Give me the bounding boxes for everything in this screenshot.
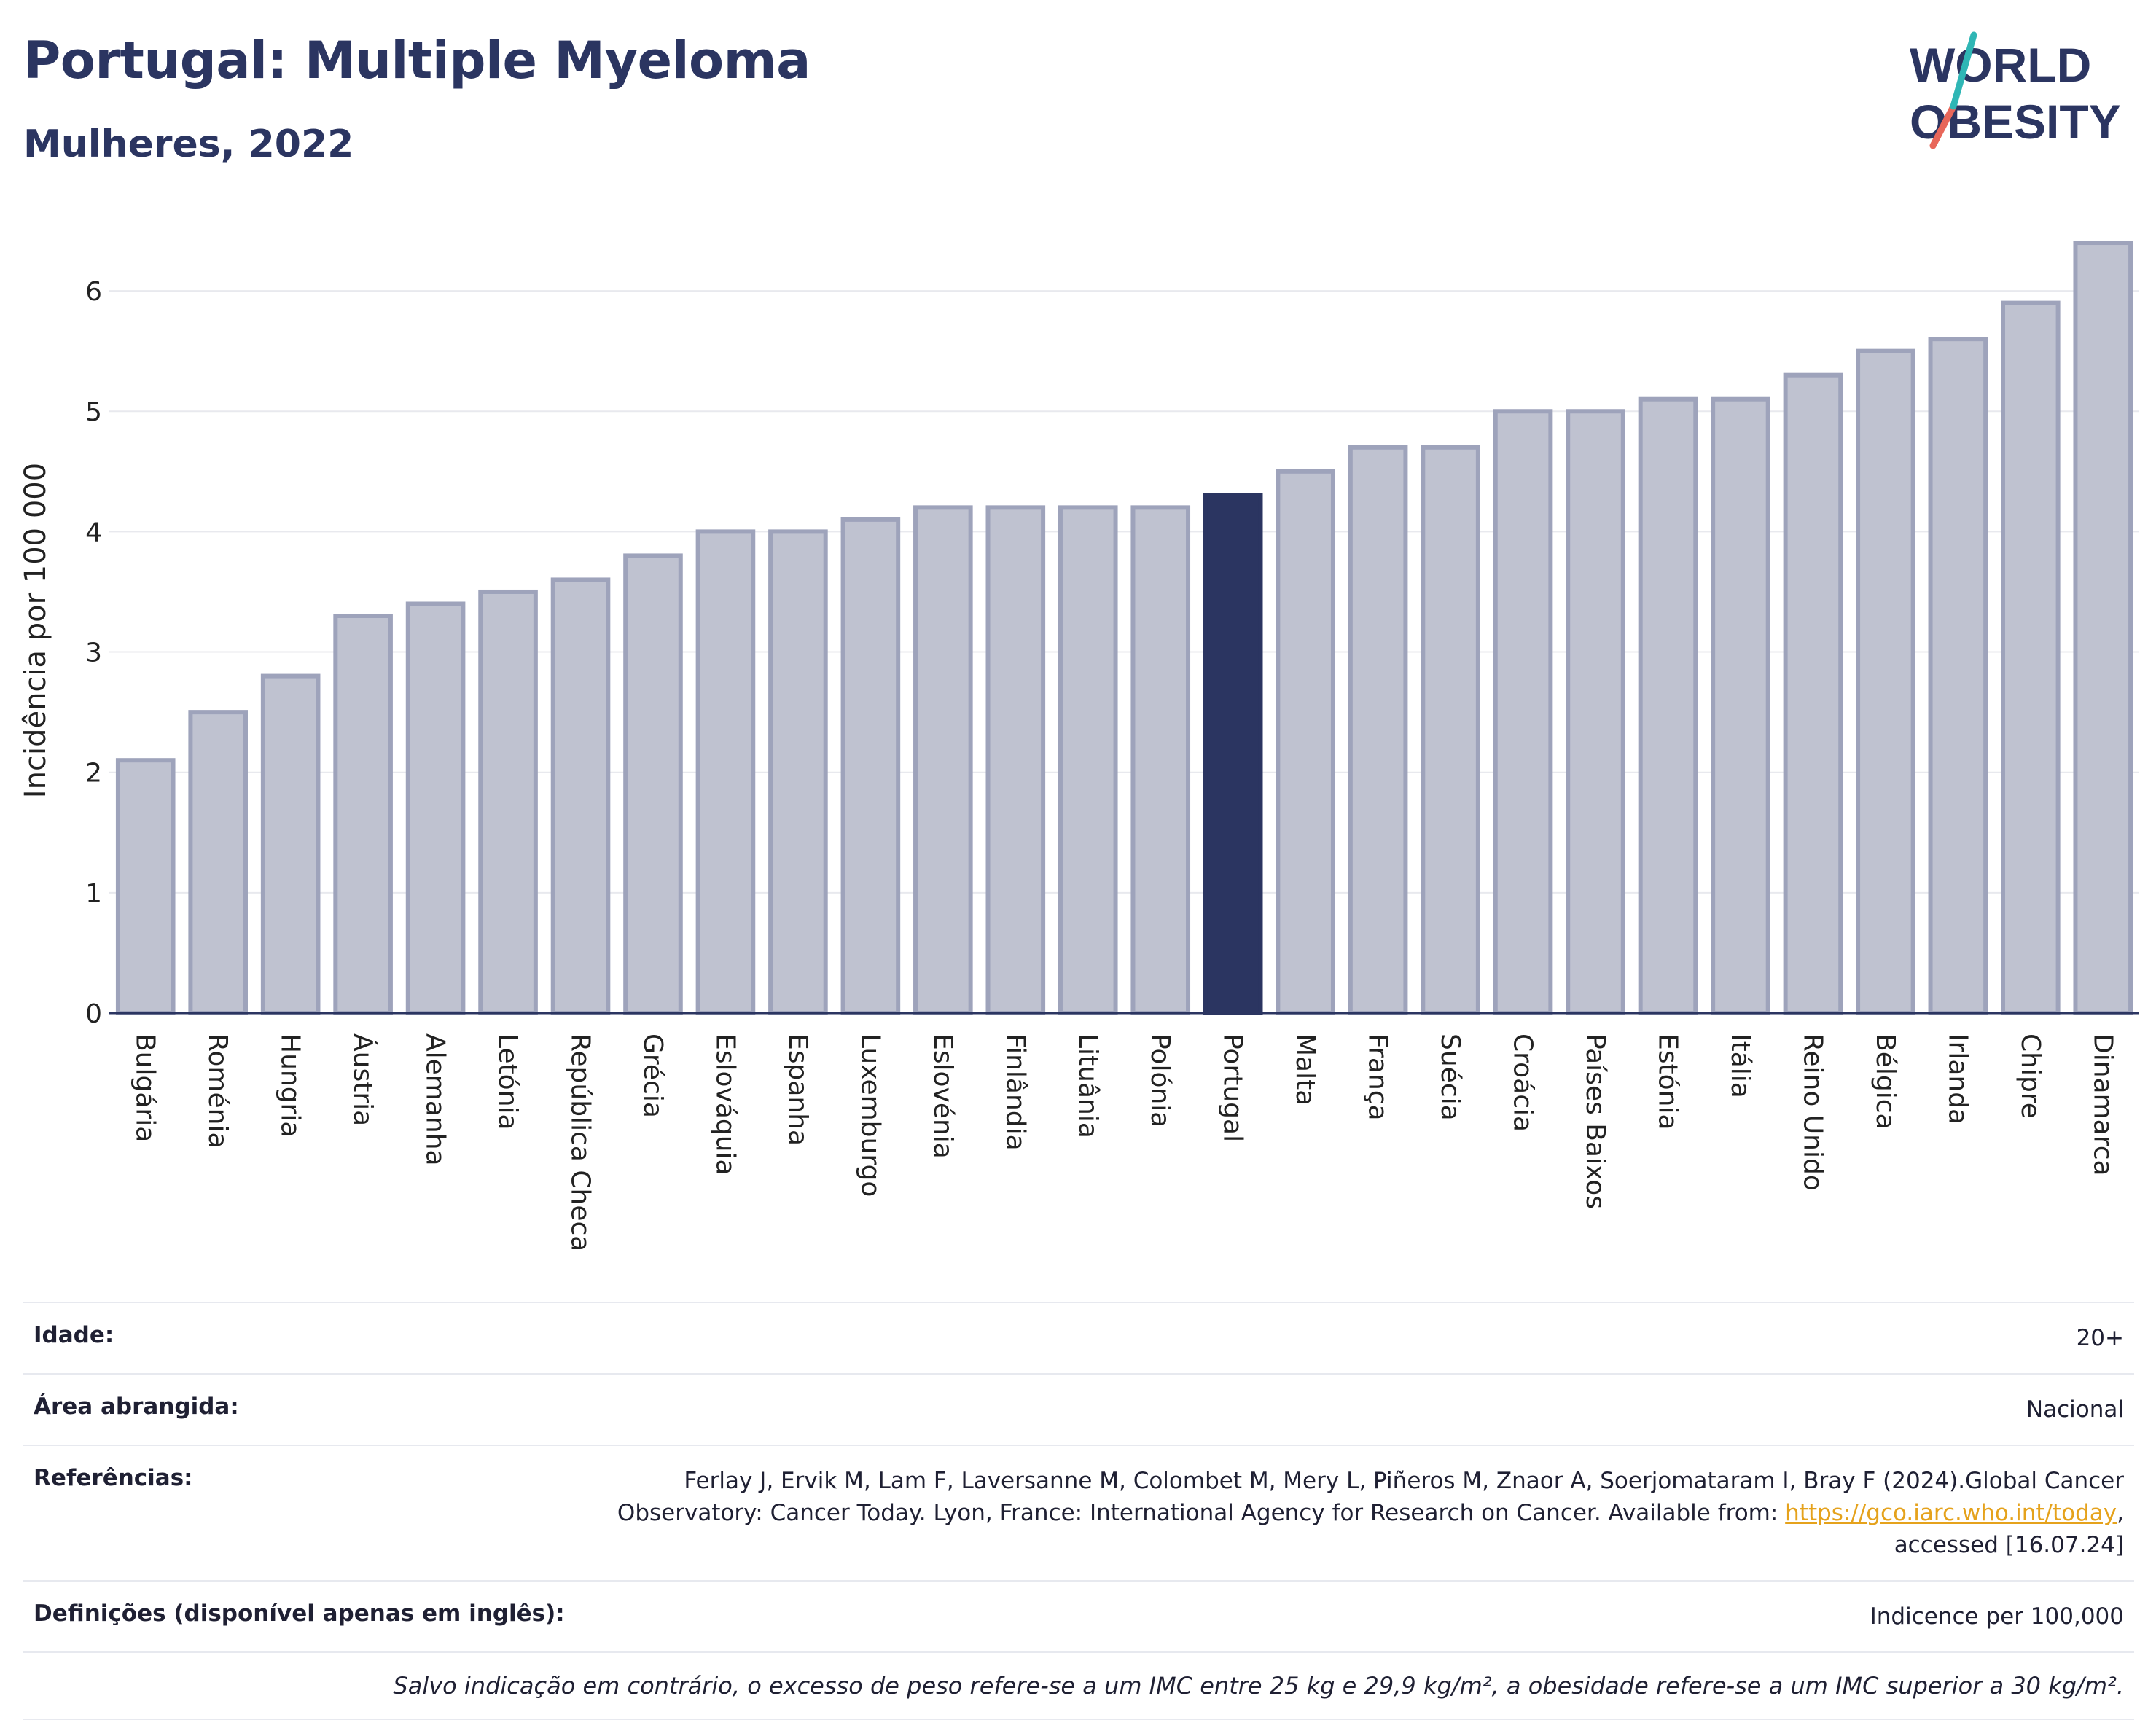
x-axis-ticks: Bulgária Roménia Hungria Áustria Alemanha Let… (130, 1033, 2118, 1251)
x-tick-label: Eslováquia (710, 1033, 740, 1176)
bar-chipre (2001, 300, 2061, 1015)
bar-suécia (1421, 445, 1480, 1015)
reference-link[interactable]: https://gco.iarc.who.int/today (1785, 1500, 2117, 1527)
x-tick-label: Croácia (1508, 1033, 1538, 1132)
bar-bulgária (115, 758, 176, 1015)
info-row-note: Salvo indicação em contrário, o excesso … (23, 1651, 2134, 1720)
bar-malta (1276, 469, 1335, 1015)
x-tick-label: Reino Unido (1797, 1033, 1827, 1191)
x-tick-label: Malta (1290, 1033, 1320, 1106)
x-tick-label: Finlândia (1000, 1033, 1030, 1151)
x-tick-label: Alemanha (421, 1033, 450, 1166)
definitions-label: Definições (disponível apenas em inglês)… (34, 1600, 565, 1627)
y-tick-label: 1 (85, 879, 102, 909)
reference-text-1: Ferlay J, Ervik M, Lam F, Laversanne M, … (684, 1468, 2124, 1495)
x-tick-label: Suécia (1435, 1033, 1465, 1121)
x-tick-label: Lituânia (1073, 1033, 1103, 1138)
reference-text-2: Observatory: Cancer Today. Lyon, France:… (617, 1500, 1786, 1527)
bar-espanha (768, 529, 828, 1016)
info-row-references: Referências: Ferlay J, Ervik M, Lam F, L… (23, 1445, 2134, 1580)
y-axis-ticks: 0 1 2 3 4 5 6 (85, 277, 102, 1029)
bar-países-baixos (1566, 409, 1625, 1015)
x-tick-label: Letónia (493, 1033, 523, 1130)
bar-luxemburgo (840, 517, 901, 1015)
age-label: Idade: (34, 1322, 114, 1348)
bar-eslovénia (913, 505, 973, 1015)
references-label: Referências: (34, 1465, 193, 1492)
x-tick-label: França (1363, 1033, 1393, 1121)
bar-reino-unido (1783, 372, 1843, 1016)
x-tick-label: Eslovénia (928, 1033, 958, 1159)
y-tick-label: 3 (85, 638, 102, 668)
bar-hungria (260, 673, 321, 1015)
y-tick-label: 5 (85, 397, 102, 427)
bar-itália (1711, 396, 1770, 1015)
x-tick-label: República Checa (566, 1033, 595, 1251)
bar-frança (1348, 445, 1408, 1015)
y-tick-label: 2 (85, 759, 102, 789)
bar-chart: 0 1 2 3 4 5 6 Bulgária Roménia Hungria Áustria Ale… (19, 241, 2139, 1251)
bar-grécia (623, 553, 683, 1015)
x-tick-label: Luxemburgo (855, 1033, 885, 1197)
x-tick-label: Portugal (1218, 1033, 1248, 1142)
definitions-value: Indicence per 100,000 (1870, 1603, 2124, 1630)
bar-república-checa (550, 577, 611, 1015)
x-tick-label: Itália (1725, 1033, 1755, 1098)
y-axis-label: Incidência por 100 000 (19, 463, 52, 798)
x-tick-label: Chipre (2015, 1033, 2045, 1119)
age-value: 20+ (2076, 1325, 2124, 1351)
world-obesity-logo: WORLD OBESITY (1910, 31, 2121, 149)
svg-text:WORLD: WORLD (1910, 38, 2091, 92)
bars (115, 241, 2133, 1016)
bar-eslováquia (695, 529, 756, 1016)
bar-polónia (1130, 505, 1191, 1015)
svg-text:OBESITY: OBESITY (1910, 95, 2121, 149)
references-value: Ferlay J, Ervik M, Lam F, Laversanne M, … (617, 1468, 2124, 1559)
x-tick-label: Polónia (1145, 1033, 1175, 1127)
y-tick-label: 0 (85, 999, 102, 1029)
page-title: Portugal: Multiple Myeloma (23, 31, 811, 90)
x-tick-label: Irlanda (1942, 1033, 1972, 1125)
bar-bélgica (1856, 348, 1915, 1015)
x-tick-label: Dinamarca (2087, 1033, 2117, 1176)
x-tick-label: Países Baixos (1580, 1033, 1610, 1209)
area-label: Área abrangida: (34, 1393, 239, 1420)
bar-finlândia (985, 505, 1046, 1015)
info-row-area: Área abrangida: Nacional (23, 1373, 2134, 1445)
bar-letónia (478, 589, 538, 1015)
bar-alemanha (405, 601, 466, 1015)
x-tick-label: Bulgária (130, 1033, 160, 1142)
x-tick-label: Hungria (276, 1033, 305, 1137)
info-row-age: Idade: 20+ (23, 1302, 2134, 1373)
bar-áustria (333, 614, 393, 1015)
bar-irlanda (1928, 337, 1988, 1016)
bar-croácia (1493, 409, 1553, 1015)
y-tick-label: 4 (85, 517, 102, 547)
x-tick-label: Áustria (348, 1033, 378, 1126)
x-tick-label: Bélgica (1870, 1033, 1900, 1130)
bmi-note: Salvo indicação em contrário, o excesso … (393, 1672, 2124, 1700)
bar-lituânia (1058, 505, 1118, 1015)
area-value: Nacional (2026, 1396, 2124, 1423)
x-tick-label: Estónia (1652, 1033, 1682, 1130)
info-row-definitions: Definições (disponível apenas em inglês)… (23, 1580, 2134, 1651)
bar-portugal (1203, 493, 1263, 1015)
x-tick-label: Espanha (783, 1033, 813, 1146)
bar-dinamarca (2073, 241, 2133, 1016)
x-tick-label: Grécia (638, 1033, 668, 1118)
x-tick-label: Roménia (203, 1033, 233, 1149)
y-tick-label: 6 (85, 277, 102, 307)
reference-text-3: accessed [16.07.24] (1894, 1532, 2124, 1559)
page-subtitle: Mulheres, 2022 (23, 122, 354, 166)
bar-estónia (1638, 396, 1698, 1015)
bar-roménia (188, 710, 248, 1015)
info-table: Idade: 20+ Área abrangida: Nacional Refe… (23, 1302, 2134, 1720)
